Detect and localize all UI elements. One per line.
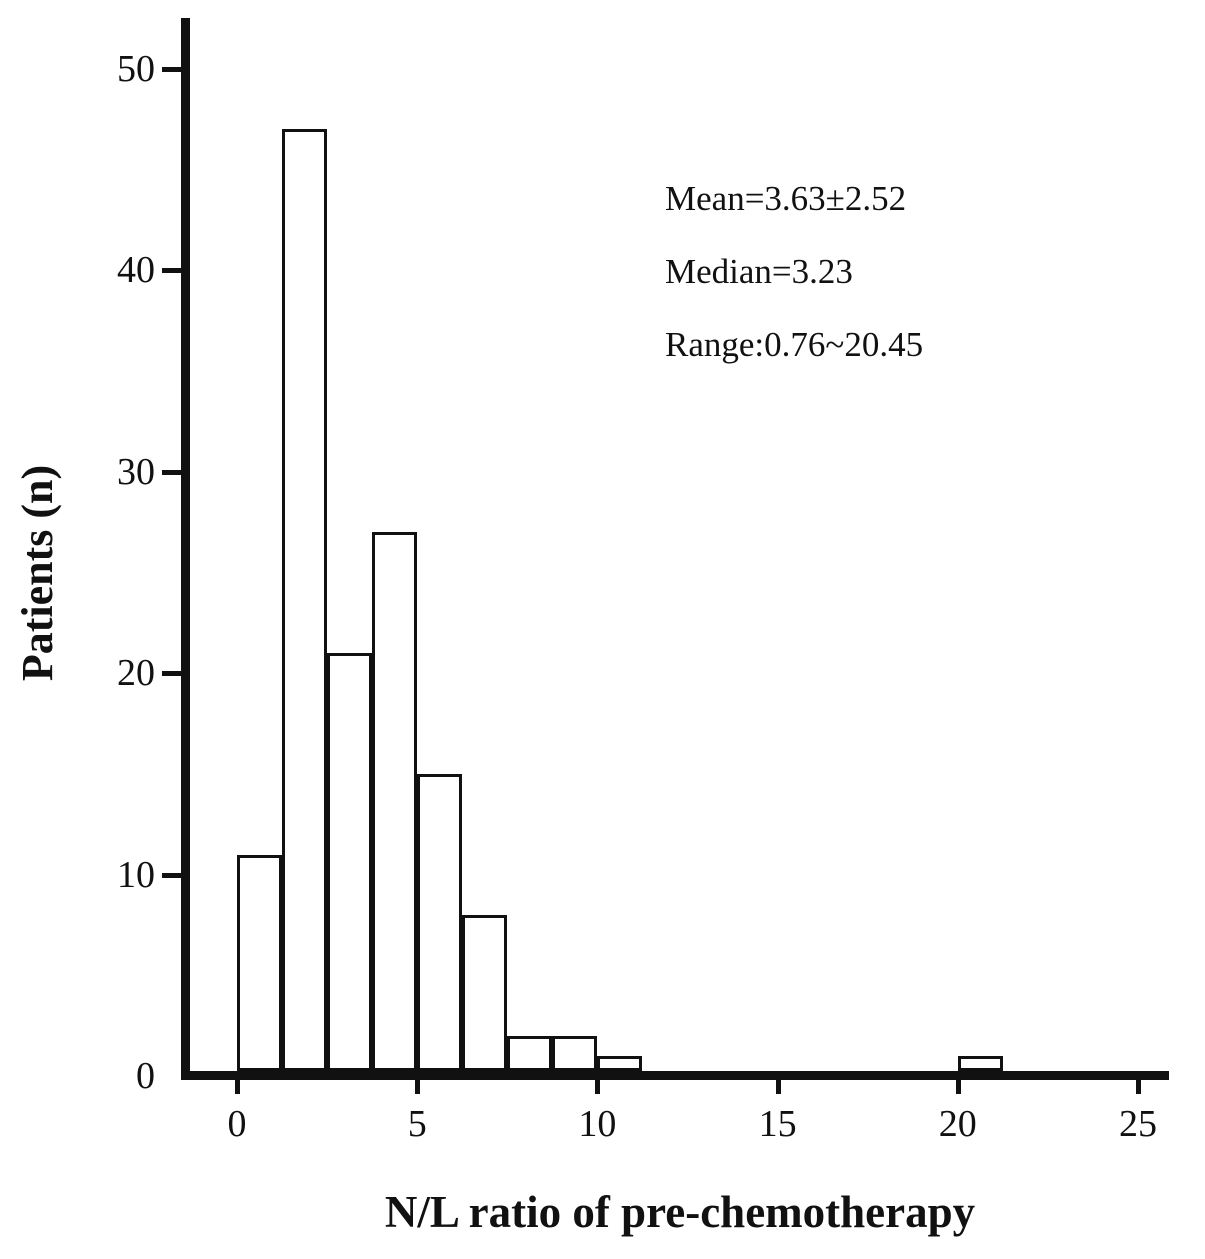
y-tick-mark [162,268,181,274]
y-tick-label: 20 [117,652,155,695]
x-tick-label: 20 [938,1103,977,1145]
y-tick-label: 0 [136,1055,155,1097]
x-tick-mark [775,1080,781,1094]
x-tick-mark [1136,1080,1141,1094]
histogram-bar [237,854,282,1071]
histogram-bar [282,129,328,1071]
x-tick-label: 25 [1119,1103,1157,1145]
median-annotation: Median=3.23 [665,252,853,291]
y-axis-line [181,18,190,1080]
x-tick-label: 5 [407,1103,427,1145]
y-axis-title: Patients (n) [13,464,62,682]
histogram-bar [552,1035,598,1071]
histogram-bar [327,653,373,1071]
x-tick-mark [955,1080,961,1094]
histogram-bar [372,532,418,1071]
x-tick-mark [595,1080,601,1094]
y-tick-mark [162,469,181,475]
y-tick-label: 40 [117,249,155,292]
range-annotation: Range:0.76~20.45 [665,325,924,364]
y-tick-mark [162,67,181,72]
histogram-bar [462,914,508,1071]
mean-annotation: Mean=3.63±2.52 [665,179,907,218]
x-tick-label: 0 [227,1103,247,1145]
y-tick-label: 30 [117,450,155,493]
x-tick-mark [235,1080,240,1094]
histogram-bar [507,1035,553,1071]
y-tick-mark [162,671,181,677]
y-tick-label: 50 [117,48,155,90]
x-tick-label: 15 [758,1103,797,1145]
stats-annotation: Mean=3.63±2.52 Median=3.23 Range:0.76~20… [665,162,923,381]
x-tick-label: 10 [578,1103,617,1145]
x-tick-mark [415,1080,421,1094]
histogram-bar [957,1055,1003,1071]
x-axis-title: N/L ratio of pre-chemotherapy [384,1187,976,1237]
y-tick-mark [162,872,181,878]
x-axis-line [181,1071,1169,1080]
y-tick-label: 10 [117,853,155,896]
histogram-bar [417,773,463,1071]
histogram-bar [597,1055,643,1071]
